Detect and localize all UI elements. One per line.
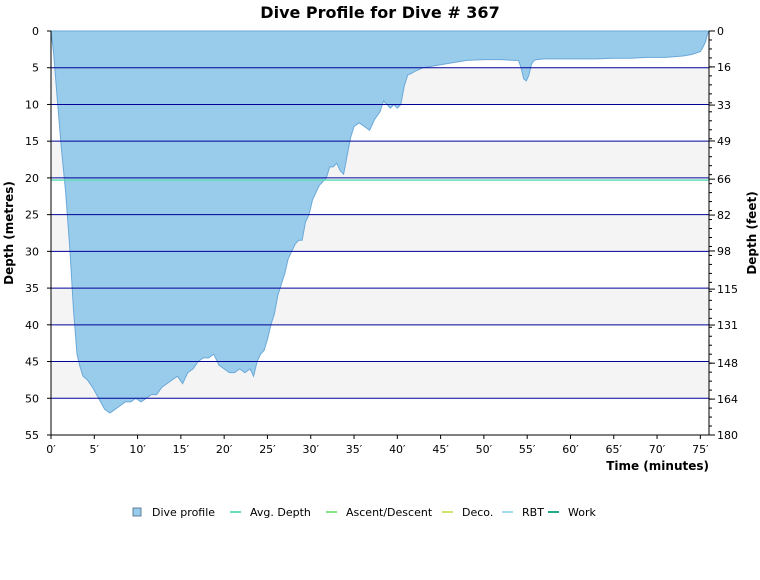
y-axis-right-ticks: 0 16 33 49 66 82 98 115 131 148 164 180 [709,25,738,442]
y-left-tick-label: 30 [25,245,39,258]
y-right-tick-label: 131 [717,319,738,332]
y-right-tick-label: 180 [717,429,738,442]
legend-label: Ascent/Descent [346,506,433,519]
legend-label: Dive profile [152,506,215,519]
x-tick-label: 5′ [90,443,100,456]
legend-label: Deco. [462,506,493,519]
dive-profile-area [50,30,710,414]
y-left-tick-label: 50 [25,392,39,405]
legend: Dive profile Avg. Depth Ascent/Descent Deco… [132,506,596,519]
x-tick-label: 45′ [432,443,449,456]
y-right-tick-label: 66 [717,173,731,186]
y-right-tick-label: 164 [717,393,738,406]
y-axis-left-ticks: 0 5 10 15 20 25 30 35 40 45 50 55 [25,25,51,442]
y-left-tick-label: 5 [32,62,39,75]
plot-band [51,398,709,435]
x-tick-label: 60′ [562,443,579,456]
dive-profile-area-layer [50,30,710,414]
y-left-tick-label: 55 [25,429,39,442]
legend-item: Ascent/Descent [326,506,433,519]
x-tick-label: 50′ [476,443,493,456]
y-left-tick-label: 0 [32,25,39,38]
x-tick-label: 25′ [259,443,276,456]
y-left-tick-label: 10 [25,98,39,111]
y-right-tick-label: 0 [717,25,724,38]
legend-item: Deco. [442,506,493,519]
y-right-tick-label: 16 [717,61,731,74]
axes [50,31,710,436]
x-tick-label: 30′ [302,443,319,456]
legend-label: Work [568,506,596,519]
legend-item: Avg. Depth [230,506,311,519]
x-tick-label: 35′ [346,443,363,456]
y-right-tick-label: 115 [717,283,738,296]
y-left-tick-label: 40 [25,319,39,332]
y-left-tick-label: 15 [25,135,39,148]
x-tick-label: 75′ [692,443,709,456]
legend-item: Work [548,506,596,519]
legend-item: RBT [502,506,544,519]
y-left-tick-label: 25 [25,209,39,222]
y-right-tick-label: 98 [717,245,731,258]
x-axis-ticks: 0′ 5′ 10′ 15′ 20′ 25′ 30′ 35′ 40′ 45′ 50′ 55′ 60′ 65′… [46,435,709,456]
y-left-tick-label: 20 [25,172,39,185]
x-tick-label: 40′ [389,443,406,456]
y-left-tick-label: 35 [25,282,39,295]
chart-title: Dive Profile for Dive # 367 [260,3,499,22]
x-axis-label: Time (minutes) [606,459,709,473]
legend-swatch [132,507,142,517]
x-tick-label: 0′ [46,443,56,456]
y-left-tick-label: 45 [25,356,39,369]
y-axis-right-label: Depth (feet) [745,191,759,274]
y-right-tick-label: 49 [717,135,731,148]
y-axis-left-label: Depth (metres) [2,181,16,285]
x-tick-label: 65′ [606,443,623,456]
x-tick-label: 10′ [129,443,146,456]
x-tick-label: 70′ [649,443,666,456]
x-tick-label: 55′ [519,443,536,456]
y-right-tick-label: 148 [717,357,738,370]
y-right-tick-label: 82 [717,209,731,222]
x-tick-label: 15′ [173,443,190,456]
x-tick-label: 20′ [216,443,233,456]
y-right-tick-label: 33 [717,99,731,112]
legend-label: Avg. Depth [250,506,311,519]
legend-label: RBT [522,506,544,519]
horizontal-gridlines [51,67,709,399]
legend-item: Dive profile [132,506,215,519]
